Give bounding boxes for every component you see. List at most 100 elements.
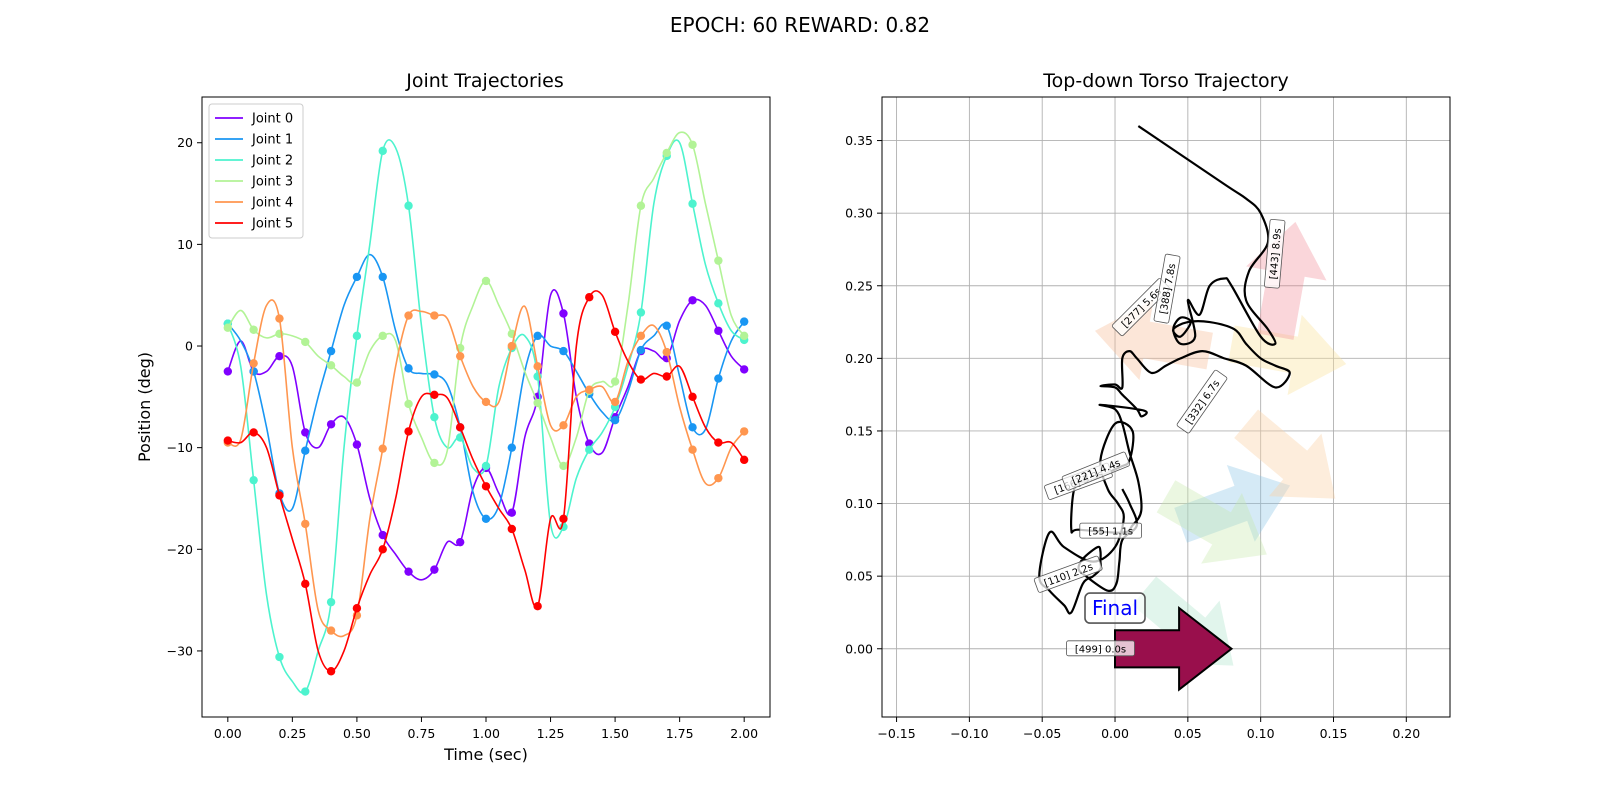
marker-joint-5-11 xyxy=(507,524,517,534)
series-line-joint-3 xyxy=(227,131,745,467)
marker-joint-4-3 xyxy=(301,519,310,529)
joint-y-tick-label: 10 xyxy=(177,237,193,252)
series-line-joint-1 xyxy=(227,253,745,521)
torso-y-tick-label: 0.00 xyxy=(845,641,873,656)
joint-x-tick-label: 0.75 xyxy=(408,726,436,741)
marker-joint-1-13 xyxy=(559,346,568,356)
marker-joint-4-13 xyxy=(559,421,568,430)
marker-joint-0-11 xyxy=(507,508,517,517)
torso-y-tick-label: 0.35 xyxy=(845,133,873,148)
joint-x-tick-label: 1.75 xyxy=(666,726,694,741)
marker-joint-4-2 xyxy=(275,314,284,323)
torso-axis-ticks: −0.15 −0.10 −0.05 0.00 0.05 0.10 0.15 0.20 0.00 0… xyxy=(845,133,1420,741)
marker-joint-0-0 xyxy=(223,367,233,376)
marker-joint-3-15 xyxy=(610,377,620,386)
legend-label-joint-0: Joint 0 xyxy=(251,112,293,127)
marker-joint-4-9 xyxy=(455,351,465,361)
torso-x-tick-label: −0.10 xyxy=(950,726,988,741)
marker-joint-2-2 xyxy=(275,652,284,662)
marker-joint-5-15 xyxy=(610,327,620,336)
torso-x-tick-label: 0.00 xyxy=(1101,726,1129,741)
marker-joint-4-6 xyxy=(378,444,387,453)
joint-axis-ticks: 0.00 0.25 0.50 0.75 1.00 1.25 1.50 1.75 2.00 −30 −… xyxy=(167,135,759,741)
joint-x-tick-label: 0.00 xyxy=(214,726,242,741)
marker-joint-0-20 xyxy=(739,365,749,374)
marker-joint-1-8 xyxy=(430,370,439,379)
marker-joint-1-11 xyxy=(507,443,517,452)
marker-joint-5-16 xyxy=(636,375,646,384)
marker-joint-1-20 xyxy=(739,317,749,326)
time-annotation-box xyxy=(1176,369,1228,434)
joint-legend: Joint 0 Joint 1 Joint 2 Joint 3 Joint 4 Joint… xyxy=(208,103,304,239)
joint-y-tick-label: −20 xyxy=(167,542,193,557)
marker-joint-2-4 xyxy=(326,597,336,607)
marker-joint-3-17 xyxy=(662,148,671,158)
final-label-text: Final xyxy=(1092,596,1138,620)
marker-joint-4-20 xyxy=(739,427,749,436)
marker-joint-0-13 xyxy=(559,309,568,318)
marker-joint-0-18 xyxy=(688,296,697,305)
marker-joint-1-18 xyxy=(688,423,697,432)
marker-joint-3-3 xyxy=(301,337,310,347)
final-heading-arrow xyxy=(1114,605,1234,692)
joint-chart-title: Joint Trajectories xyxy=(405,70,563,92)
marker-joint-0-2 xyxy=(275,351,284,361)
marker-joint-1-5 xyxy=(352,272,362,282)
joint-x-tick-label: 0.50 xyxy=(343,726,371,741)
marker-joint-5-10 xyxy=(481,482,491,491)
torso-y-tick-label: 0.25 xyxy=(845,278,873,293)
joint-x-axis-label: Time (sec) xyxy=(443,745,528,764)
time-annotation-box xyxy=(1033,555,1103,593)
joint-x-tick-label: 1.00 xyxy=(472,726,500,741)
marker-joint-5-6 xyxy=(378,545,387,554)
torso-x-tick-label: 0.15 xyxy=(1320,726,1348,741)
marker-joint-5-12 xyxy=(533,602,542,611)
marker-joint-0-7 xyxy=(404,567,413,576)
torso-x-tick-label: 0.20 xyxy=(1392,726,1420,741)
marker-joint-4-17 xyxy=(662,347,671,357)
torso-y-tick-label: 0.10 xyxy=(845,496,873,511)
marker-joint-2-16 xyxy=(636,308,646,317)
marker-joint-5-5 xyxy=(352,604,362,613)
joint-x-tick-label: 1.25 xyxy=(537,726,565,741)
torso-heading-arrows xyxy=(1094,221,1347,666)
marker-joint-2-13 xyxy=(559,522,568,532)
marker-joint-2-19 xyxy=(714,299,723,308)
marker-joint-3-8 xyxy=(430,458,439,468)
marker-joint-3-4 xyxy=(326,361,336,370)
joint-y-tick-label: 20 xyxy=(177,135,193,150)
marker-joint-5-1 xyxy=(249,428,258,437)
joint-plot-area xyxy=(223,131,749,696)
time-annotation-label: [55] 1.1s xyxy=(1088,527,1133,538)
marker-joint-4-10 xyxy=(481,397,491,407)
marker-joint-0-4 xyxy=(326,420,336,429)
marker-joint-5-3 xyxy=(301,579,310,589)
torso-x-tick-label: −0.15 xyxy=(877,726,915,741)
marker-joint-2-3 xyxy=(301,687,310,696)
marker-joint-1-15 xyxy=(610,416,620,425)
time-annotation-label: [499] 0.0s xyxy=(1075,644,1126,655)
marker-joint-1-10 xyxy=(481,514,491,523)
time-annotation-box xyxy=(1079,522,1142,539)
marker-joint-3-10 xyxy=(481,276,491,286)
marker-joint-3-18 xyxy=(688,140,697,149)
joint-x-tick-label: 1.50 xyxy=(601,726,629,741)
marker-joint-1-19 xyxy=(714,374,723,383)
marker-joint-5-4 xyxy=(326,667,336,676)
torso-y-tick-label: 0.15 xyxy=(845,423,873,438)
marker-joint-4-7 xyxy=(404,311,413,320)
suptitle: EPOCH: 60 REWARD: 0.82 xyxy=(670,13,930,37)
marker-joint-4-18 xyxy=(688,445,697,454)
marker-joint-1-16 xyxy=(636,345,646,355)
heading-arrow-1 xyxy=(1174,465,1291,543)
legend-box xyxy=(208,103,304,239)
marker-joint-3-13 xyxy=(559,461,568,471)
time-annotation-box xyxy=(1264,218,1286,289)
time-annotation-0: [55] 1.1s xyxy=(1079,522,1142,539)
marker-joint-1-1 xyxy=(249,367,258,376)
marker-joint-3-20 xyxy=(739,331,749,341)
marker-joint-5-2 xyxy=(275,491,284,500)
final-label-box xyxy=(1084,592,1146,624)
marker-joint-5-18 xyxy=(688,392,697,402)
time-annotation-label: [332] 6.7s xyxy=(1184,378,1222,426)
